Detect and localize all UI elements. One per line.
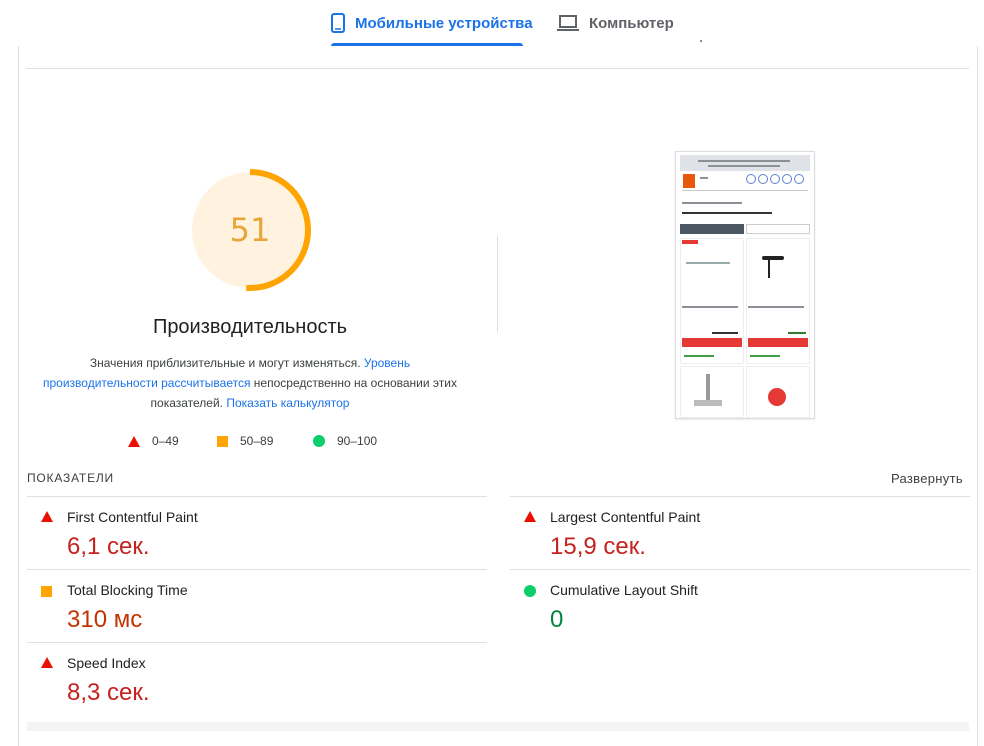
triangle-icon <box>128 435 140 447</box>
laptop-icon <box>557 15 579 31</box>
triangle-icon <box>41 657 53 668</box>
legend-fail: 0–49 <box>128 432 179 450</box>
metric-speed-index: Speed Index 8,3 сек. <box>27 642 487 714</box>
metric-first-contentful-paint: First Contentful Paint 6,1 сек. <box>27 496 487 568</box>
tab-mobile[interactable]: Мобильные устройства <box>331 0 533 46</box>
description-text-2: непосредственно на основании этих показа… <box>150 376 457 410</box>
performance-gauge <box>189 169 311 291</box>
stray-dot <box>700 40 702 42</box>
legend-average-label: 50–89 <box>240 434 274 448</box>
active-tab-indicator <box>331 43 523 46</box>
tab-desktop[interactable]: Компьютер <box>557 0 674 46</box>
vertical-separator <box>497 236 498 332</box>
legend-fail-label: 0–49 <box>152 434 179 448</box>
metric-total-blocking-time: Total Blocking Time 310 мс <box>27 569 487 641</box>
smartphone-icon <box>331 13 345 33</box>
gauge-arc <box>189 169 311 291</box>
expand-button[interactable]: Развернуть <box>891 471 963 486</box>
metric-name: Largest Contentful Paint <box>550 509 701 525</box>
metric-value: 15,9 сек. <box>550 533 646 560</box>
metric-value: 8,3 сек. <box>67 679 150 706</box>
legend-pass: 90–100 <box>313 432 377 450</box>
metric-name: Cumulative Layout Shift <box>550 582 698 598</box>
top-divider <box>26 68 969 69</box>
metrics-section-title: ПОКАЗАТЕЛИ <box>27 471 114 485</box>
metric-largest-contentful-paint: Largest Contentful Paint 15,9 сек. <box>510 496 970 568</box>
metric-value: 310 мс <box>67 606 143 633</box>
metric-value: 0 <box>550 606 564 633</box>
performance-score-link[interactable]: Уровень производительности рассчитываетс… <box>43 356 411 390</box>
metric-value: 6,1 сек. <box>67 533 150 560</box>
legend-pass-label: 90–100 <box>337 434 378 448</box>
metric-name: Speed Index <box>67 655 146 671</box>
metric-cumulative-layout-shift: Cumulative Layout Shift 0 <box>510 569 970 641</box>
metric-name: First Contentful Paint <box>67 509 198 525</box>
tab-desktop-label: Компьютер <box>589 14 674 32</box>
metric-name: Total Blocking Time <box>67 582 188 598</box>
circle-icon <box>524 585 536 597</box>
device-tabs: Мобильные устройства Компьютер <box>0 0 984 48</box>
square-icon <box>217 435 228 447</box>
tab-mobile-label: Мобильные устройства <box>355 14 533 32</box>
score-description: Значения приблизительные и могут изменят… <box>40 353 460 413</box>
page-screenshot-thumbnail[interactable] <box>675 151 815 419</box>
square-icon <box>41 586 52 597</box>
report-panel <box>18 46 978 746</box>
gauge-title: Производительность <box>152 316 348 338</box>
footer-bar <box>27 722 969 731</box>
performance-score: 51 <box>229 211 271 249</box>
circle-icon <box>313 435 325 447</box>
triangle-icon <box>524 511 536 522</box>
show-calculator-link[interactable]: Показать калькулятор <box>226 396 350 410</box>
legend-average: 50–89 <box>217 432 273 450</box>
triangle-icon <box>41 511 53 522</box>
description-text-1: Значения приблизительные и могут изменят… <box>89 356 364 370</box>
